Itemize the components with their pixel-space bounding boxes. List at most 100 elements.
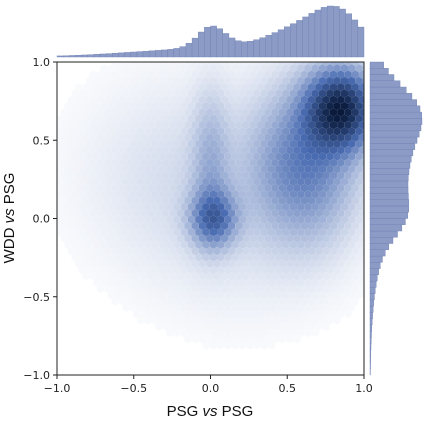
hexbin-cell xyxy=(180,303,188,312)
hexbin-cell xyxy=(177,133,185,142)
hexbin-cell xyxy=(206,221,214,230)
hexbin-cell xyxy=(147,120,156,130)
hexbin-cell xyxy=(217,190,225,199)
hexbin-cell xyxy=(231,202,239,212)
hexbin-cell xyxy=(195,227,203,237)
hexbin-cell xyxy=(304,328,312,338)
hexbin-cell xyxy=(224,253,232,262)
hexbin-cell xyxy=(213,209,221,218)
hexbin-cell xyxy=(304,164,312,174)
hexbin-cell xyxy=(209,127,217,136)
hexbin-cell xyxy=(57,177,65,186)
hexbin-cell xyxy=(293,62,301,67)
hexbin-cell xyxy=(162,322,170,331)
hexbin-cell xyxy=(235,120,243,130)
hexbin-cell xyxy=(297,89,305,98)
hexbin-cell xyxy=(89,133,97,142)
hexbin-cell xyxy=(155,133,163,142)
hexbin-cell xyxy=(71,164,79,174)
hexbin-cell xyxy=(318,303,327,312)
hexbin-cell xyxy=(333,316,341,325)
hexbin-cell xyxy=(82,83,90,92)
hexbin-cell xyxy=(213,322,221,331)
hexbin-cell xyxy=(57,158,61,167)
hexbin-cell xyxy=(235,83,243,92)
hexbin-cell xyxy=(311,152,319,161)
hexbin-cell xyxy=(187,227,196,237)
hexbin-cell xyxy=(217,127,225,136)
hexbin-cell xyxy=(202,127,210,136)
hexbin-cell xyxy=(329,183,338,193)
hexbin-cell xyxy=(57,221,61,230)
hexbin-cell xyxy=(122,190,130,199)
hexbin-cell xyxy=(202,139,210,149)
hexbin-cell xyxy=(311,227,319,237)
hexbin-cell xyxy=(253,127,261,136)
hexbin-cell xyxy=(202,89,210,98)
hexbin-cell xyxy=(180,240,188,249)
hexbin-cell xyxy=(140,209,148,218)
hexbin-cell xyxy=(213,196,221,205)
hexbin-cell xyxy=(97,196,105,205)
hexbin-cell xyxy=(140,234,148,243)
hexbin-cell xyxy=(191,246,199,256)
hexbin-cell xyxy=(351,297,359,306)
hexbin-cell xyxy=(122,152,130,161)
hexbin-cell xyxy=(268,265,276,275)
hexbin-cell xyxy=(282,202,290,212)
hexbin-cell xyxy=(71,253,79,262)
hexbin-cell xyxy=(129,127,137,136)
histogram-bar xyxy=(75,55,82,58)
hexbin-cell xyxy=(75,83,83,92)
hexbin-cell xyxy=(162,120,170,130)
hexbin-cell xyxy=(242,309,250,319)
hexbin-cell xyxy=(93,89,101,98)
hexbin-cell xyxy=(93,101,101,111)
hexbin-cell xyxy=(249,209,258,218)
hexbin-cell xyxy=(311,101,319,111)
hexbin-cell xyxy=(344,246,352,256)
hexbin-cell xyxy=(228,146,236,155)
histogram-bar xyxy=(87,54,95,58)
hexbin-cell xyxy=(242,335,250,344)
hexbin-cell xyxy=(158,265,167,275)
hexbin-cell xyxy=(264,158,272,167)
hexbin-cell xyxy=(333,290,341,300)
hexbin-cell xyxy=(220,146,228,155)
hexbin-cell xyxy=(173,127,181,136)
hexbin-cell xyxy=(195,76,203,86)
hexbin-cell xyxy=(318,101,327,111)
hexbin-cell xyxy=(169,234,177,243)
hexbin-cell xyxy=(206,284,214,293)
hexbin-cell xyxy=(333,89,341,98)
hexbin-cell xyxy=(238,152,247,161)
hexbin-cell xyxy=(355,177,363,186)
hexbin-cell xyxy=(289,164,298,174)
hexbin-cell xyxy=(326,190,334,199)
hexbin-cell xyxy=(86,265,94,275)
hexbin-cell xyxy=(242,209,250,218)
hexbin-cell xyxy=(231,328,239,338)
hexbin-cell xyxy=(155,209,163,218)
hexbin-cell xyxy=(198,309,207,319)
hexbin-cell xyxy=(198,209,207,218)
hexbin-cell xyxy=(242,272,250,281)
hexbin-cell xyxy=(300,133,308,142)
hexbin-cell xyxy=(67,196,76,205)
hexbin-cell xyxy=(242,62,250,67)
hexbin-cell xyxy=(271,221,279,230)
hexbin-cell xyxy=(340,253,348,262)
hexbin-cell xyxy=(326,253,334,262)
hexbin-cell xyxy=(115,215,123,224)
hexbin-cell xyxy=(147,221,156,230)
hexbin-cell xyxy=(235,158,243,167)
hexbin-cell xyxy=(177,309,185,319)
hexbin-cell xyxy=(268,227,276,237)
hexbin-cell xyxy=(191,234,199,243)
hexbin-cell xyxy=(100,76,108,86)
hexbin-cell xyxy=(71,114,79,123)
hexbin-cell xyxy=(89,171,97,180)
hexbin-cell xyxy=(271,335,279,344)
hexbin-cell xyxy=(326,316,334,325)
hexbin-cell xyxy=(228,246,236,256)
